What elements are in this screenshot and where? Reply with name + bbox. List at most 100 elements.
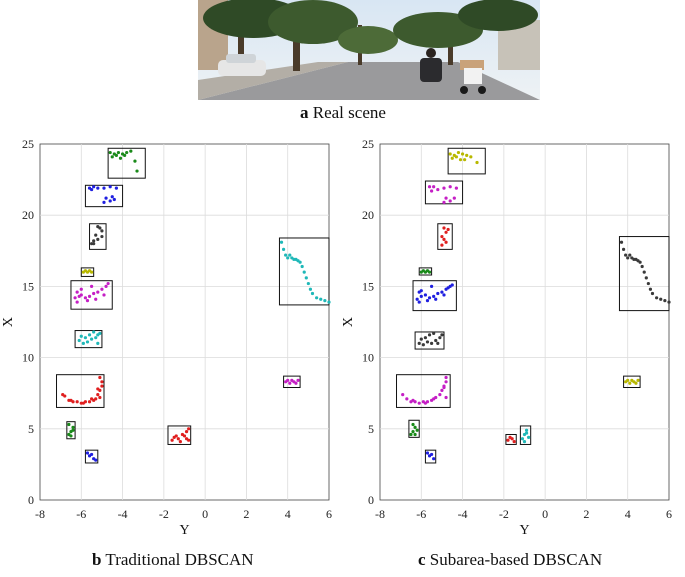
c2-ytick-label: 20 — [362, 208, 374, 222]
c2-xtick-label: 4 — [625, 507, 631, 521]
c2-point-s0 — [458, 158, 463, 162]
c2-point-s6 — [423, 401, 428, 405]
c1-point-s4 — [104, 284, 108, 288]
c2-point-s11 — [642, 270, 646, 274]
c1-point-s6 — [98, 395, 102, 400]
c2-point-s2 — [442, 226, 446, 230]
c1-point-s0 — [123, 153, 127, 157]
c1-point-s4 — [106, 281, 110, 286]
c1-ytick-label: 15 — [22, 279, 34, 293]
c1-point-s9 — [187, 427, 191, 431]
c1-point-s10 — [279, 240, 284, 244]
c1-point-s7 — [69, 434, 73, 438]
c2-point-s7 — [413, 432, 417, 437]
c1-point-s1 — [108, 199, 112, 203]
c2-xtick-label: 2 — [583, 507, 589, 521]
c1-ytick-label: 20 — [22, 208, 34, 222]
c1-point-s9 — [187, 438, 191, 442]
c1-point-s10 — [302, 270, 306, 274]
c1-point-s2 — [90, 242, 94, 246]
c2-point-s12 — [626, 378, 630, 382]
c1-point-s2 — [100, 234, 104, 239]
c2-point-s10 — [524, 428, 529, 432]
c1-point-s4 — [79, 293, 83, 297]
c2-point-s2 — [442, 237, 446, 242]
c2-point-s4 — [436, 291, 440, 296]
c1-point-s6 — [90, 397, 94, 401]
c2-cluster-box-10 — [505, 433, 517, 445]
c1-point-s4 — [90, 284, 94, 288]
c1-point-s11 — [286, 378, 290, 382]
c2-point-s6 — [438, 393, 442, 397]
c1-point-s2 — [94, 233, 98, 237]
c2-point-s5 — [419, 337, 423, 341]
c2-ytick-label: 10 — [362, 351, 374, 365]
c1-point-s9 — [176, 437, 180, 441]
c1-point-s4 — [85, 299, 90, 303]
c1-point-s6 — [96, 393, 100, 397]
c1-point-s10 — [286, 256, 290, 260]
c1-point-s3 — [90, 270, 94, 274]
c1-cluster-box-11 — [278, 237, 330, 306]
c1-point-s9 — [170, 438, 174, 442]
c1-point-s10 — [315, 296, 319, 300]
c2-point-s6 — [444, 395, 448, 400]
c1-point-s10 — [284, 253, 288, 257]
c2-point-s0 — [460, 152, 465, 156]
c2-point-s11 — [650, 291, 655, 296]
c1-ytick-label: 25 — [22, 137, 34, 151]
c1-point-s1 — [96, 186, 100, 190]
c1-point-s10 — [308, 287, 313, 291]
real-scene-photo — [198, 0, 540, 100]
caption-c: c Subarea-based DBSCAN — [418, 550, 603, 569]
c2-point-s0 — [465, 153, 469, 157]
c2-xtick-label: 0 — [542, 507, 548, 521]
c2-xtick-label: 6 — [666, 507, 672, 521]
c1-cluster-box-4 — [80, 267, 95, 277]
c1-point-s4 — [100, 287, 104, 291]
c1-point-s9 — [178, 440, 182, 444]
c1-point-s1 — [110, 195, 114, 199]
c2-point-s5 — [417, 341, 421, 345]
c2-point-s3 — [427, 270, 432, 274]
c2-point-s5 — [436, 341, 440, 345]
c1-plot-area — [39, 143, 330, 501]
c2-xtick-label: -2 — [499, 507, 509, 521]
c2-point-s4 — [417, 300, 421, 304]
c1-point-s4 — [92, 291, 96, 296]
c2-point-s4 — [430, 284, 434, 288]
c2-xtick-label: -8 — [375, 507, 385, 521]
c1-point-s1 — [102, 200, 106, 204]
c2-cluster-box-13 — [623, 375, 641, 389]
c1-point-s10 — [310, 291, 315, 296]
c2-point-s0 — [469, 155, 473, 159]
c2-point-s0 — [450, 156, 454, 160]
c2-point-s11 — [619, 240, 624, 244]
c2-cluster-box-1 — [447, 147, 486, 175]
c2-point-s4 — [417, 290, 421, 294]
c1-point-s5 — [92, 330, 96, 334]
c1-point-s1 — [92, 185, 96, 189]
c1-xtick-label: 0 — [202, 507, 208, 521]
c2-cluster-box-7 — [396, 374, 451, 408]
c2-ylabel: X — [341, 317, 356, 327]
c1-point-s5 — [85, 340, 90, 344]
c2-point-s7 — [411, 430, 415, 434]
c2-point-s7 — [413, 425, 417, 429]
c1-point-s4 — [102, 293, 106, 297]
c1-point-s7 — [67, 422, 71, 427]
c2-point-s11 — [638, 260, 642, 264]
c2-point-s9 — [506, 438, 510, 442]
c2-point-s2 — [444, 240, 448, 244]
c1-point-s4 — [87, 294, 92, 298]
c2-point-s6 — [401, 393, 405, 397]
c1-xtick-label: 2 — [243, 507, 249, 521]
c2-point-s6 — [444, 380, 448, 384]
c1-point-s0 — [129, 149, 133, 153]
c2-point-s5 — [432, 331, 436, 335]
c2-point-s1 — [452, 196, 456, 200]
c1-point-s9 — [184, 430, 189, 434]
c2-point-s11 — [644, 276, 648, 280]
c1-point-s0 — [116, 150, 121, 155]
subarea-dbscan-chart: -8 -6 -4 -2 0 2 4 6 0 5 10 15 20 25 Y X — [341, 137, 672, 538]
